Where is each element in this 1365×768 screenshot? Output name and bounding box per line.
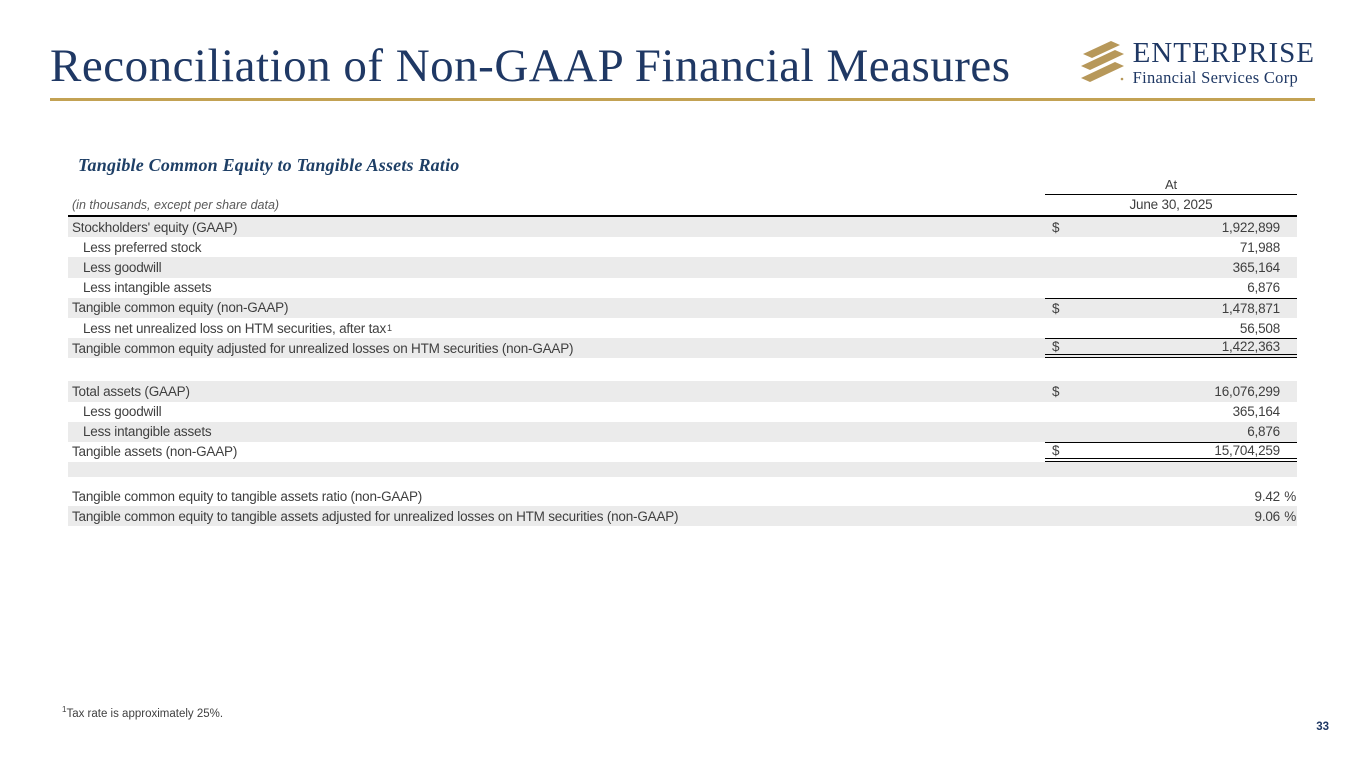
- row-value: 56,508: [1239, 320, 1280, 336]
- table-row: Tangible common equity to tangible asset…: [68, 506, 1297, 527]
- column-date-label: June 30, 2025: [1129, 197, 1213, 212]
- row-value-area: 365,164: [1045, 257, 1297, 277]
- row-value-area: 9.06 %: [1045, 506, 1297, 526]
- row-label: Tangible common equity to tangible asset…: [72, 508, 679, 524]
- row-value: 9.06: [1254, 508, 1281, 524]
- logo-company-subtitle: Financial Services Corp: [1132, 67, 1299, 87]
- dollar-sign: $: [1052, 339, 1060, 355]
- row-value: 365,164: [1232, 404, 1281, 420]
- row-value-area: 56,508: [1045, 318, 1297, 338]
- row-value: 6,876: [1247, 424, 1280, 440]
- page-number: 33: [1316, 721, 1329, 733]
- row-value-area: 71,988: [1045, 237, 1297, 257]
- percent-sign: %: [1284, 508, 1296, 524]
- reconciliation-table: Tangible Common Equity to Tangible Asset…: [68, 155, 1297, 527]
- table-title: Tangible Common Equity to Tangible Asset…: [78, 155, 460, 175]
- table-row: Stockholders' equity (GAAP) $ 1,922,899: [68, 217, 1297, 238]
- row-value: 9.42: [1254, 488, 1281, 504]
- row-label: Less preferred stock: [83, 239, 202, 255]
- row-label: Stockholders' equity (GAAP): [72, 219, 238, 235]
- row-value-area: $ 16,076,299: [1045, 381, 1297, 401]
- dollar-sign: $: [1052, 300, 1060, 316]
- table-row: Tangible common equity (non-GAAP) $ 1,47…: [68, 297, 1297, 318]
- row-value-area: $ 1,922,899: [1045, 217, 1297, 237]
- row-value-area: $ 1,478,871: [1045, 297, 1297, 318]
- table-row: Less goodwill 365,164: [68, 257, 1297, 278]
- dollar-sign: $: [1052, 219, 1060, 235]
- row-value-area: $ 15,704,259: [1045, 441, 1297, 463]
- table-row: [68, 462, 1297, 478]
- percent-sign: %: [1284, 488, 1296, 504]
- dollar-sign: $: [1052, 383, 1060, 399]
- row-value: 365,164: [1232, 259, 1281, 275]
- row-value-area: 6,876: [1045, 422, 1297, 442]
- table-row: Less intangible assets 6,876: [68, 421, 1297, 442]
- units-note: (in thousands, except per share data): [72, 198, 280, 212]
- table-column-header: At June 30, 2025: [1045, 177, 1297, 215]
- row-value: 71,988: [1239, 239, 1280, 255]
- row-value: 1,422,363: [1221, 339, 1280, 355]
- table-row: Less net unrealized loss on HTM securiti…: [68, 317, 1297, 339]
- row-value: 1,922,899: [1221, 219, 1280, 235]
- column-group-label: At: [1045, 177, 1297, 195]
- row-value: 1,478,871: [1221, 300, 1280, 316]
- row-value-area: $ 1,422,363: [1045, 338, 1297, 359]
- table-row: [68, 358, 1297, 382]
- footnote: 1Tax rate is approximately 25%.: [62, 705, 223, 720]
- table-row: [68, 477, 1297, 487]
- table-row: Total assets (GAAP) $ 16,076,299: [68, 381, 1297, 402]
- table-row: Less goodwill 365,164: [68, 401, 1297, 422]
- logo-text: ENTERPRISE Financial Services Corp: [1132, 36, 1315, 87]
- row-value: 15,704,259: [1214, 442, 1280, 458]
- footnote-text: Tax rate is approximately 25%.: [66, 707, 224, 720]
- table-row: Tangible common equity adjusted for unre…: [68, 338, 1297, 359]
- row-label: Total assets (GAAP): [72, 383, 190, 399]
- row-value-area: 9.42 %: [1045, 486, 1297, 506]
- company-logo: ENTERPRISE Financial Services Corp: [1076, 37, 1315, 98]
- logo-stripes-icon: [1076, 37, 1124, 88]
- page-title: Reconciliation of Non-GAAP Financial Mea…: [50, 40, 1011, 92]
- logo-company-name: ENTERPRISE: [1132, 36, 1315, 69]
- row-value-area: 365,164: [1045, 402, 1297, 422]
- table-row: Tangible assets (non-GAAP) $ 15,704,259: [68, 441, 1297, 463]
- row-label: Tangible common equity to tangible asset…: [72, 488, 423, 504]
- row-label: Tangible assets (non-GAAP): [72, 444, 238, 460]
- table-row: Less intangible assets 6,876: [68, 277, 1297, 298]
- row-label: Less intangible assets: [83, 424, 212, 440]
- row-value: 6,876: [1247, 280, 1280, 296]
- table-row: Less preferred stock 71,988: [68, 237, 1297, 258]
- row-value: 16,076,299: [1214, 383, 1280, 399]
- table-header: (in thousands, except per share data) At…: [68, 177, 1297, 217]
- row-label: Tangible common equity adjusted for unre…: [72, 340, 574, 356]
- row-label: Tangible common equity (non-GAAP): [72, 300, 289, 316]
- row-value-area: 6,876: [1045, 278, 1297, 298]
- header: Reconciliation of Non-GAAP Financial Mea…: [50, 0, 1315, 101]
- row-label: Less goodwill: [83, 259, 162, 275]
- dollar-sign: $: [1052, 442, 1060, 458]
- table-rows: Stockholders' equity (GAAP) $ 1,922,899 …: [68, 217, 1297, 527]
- table-row: Tangible common equity to tangible asset…: [68, 486, 1297, 507]
- row-label: Less intangible assets: [83, 280, 212, 296]
- row-label: Less goodwill: [83, 404, 162, 420]
- footnote-superscript: 1: [62, 705, 67, 714]
- row-label: Less net unrealized loss on HTM securiti…: [83, 320, 392, 336]
